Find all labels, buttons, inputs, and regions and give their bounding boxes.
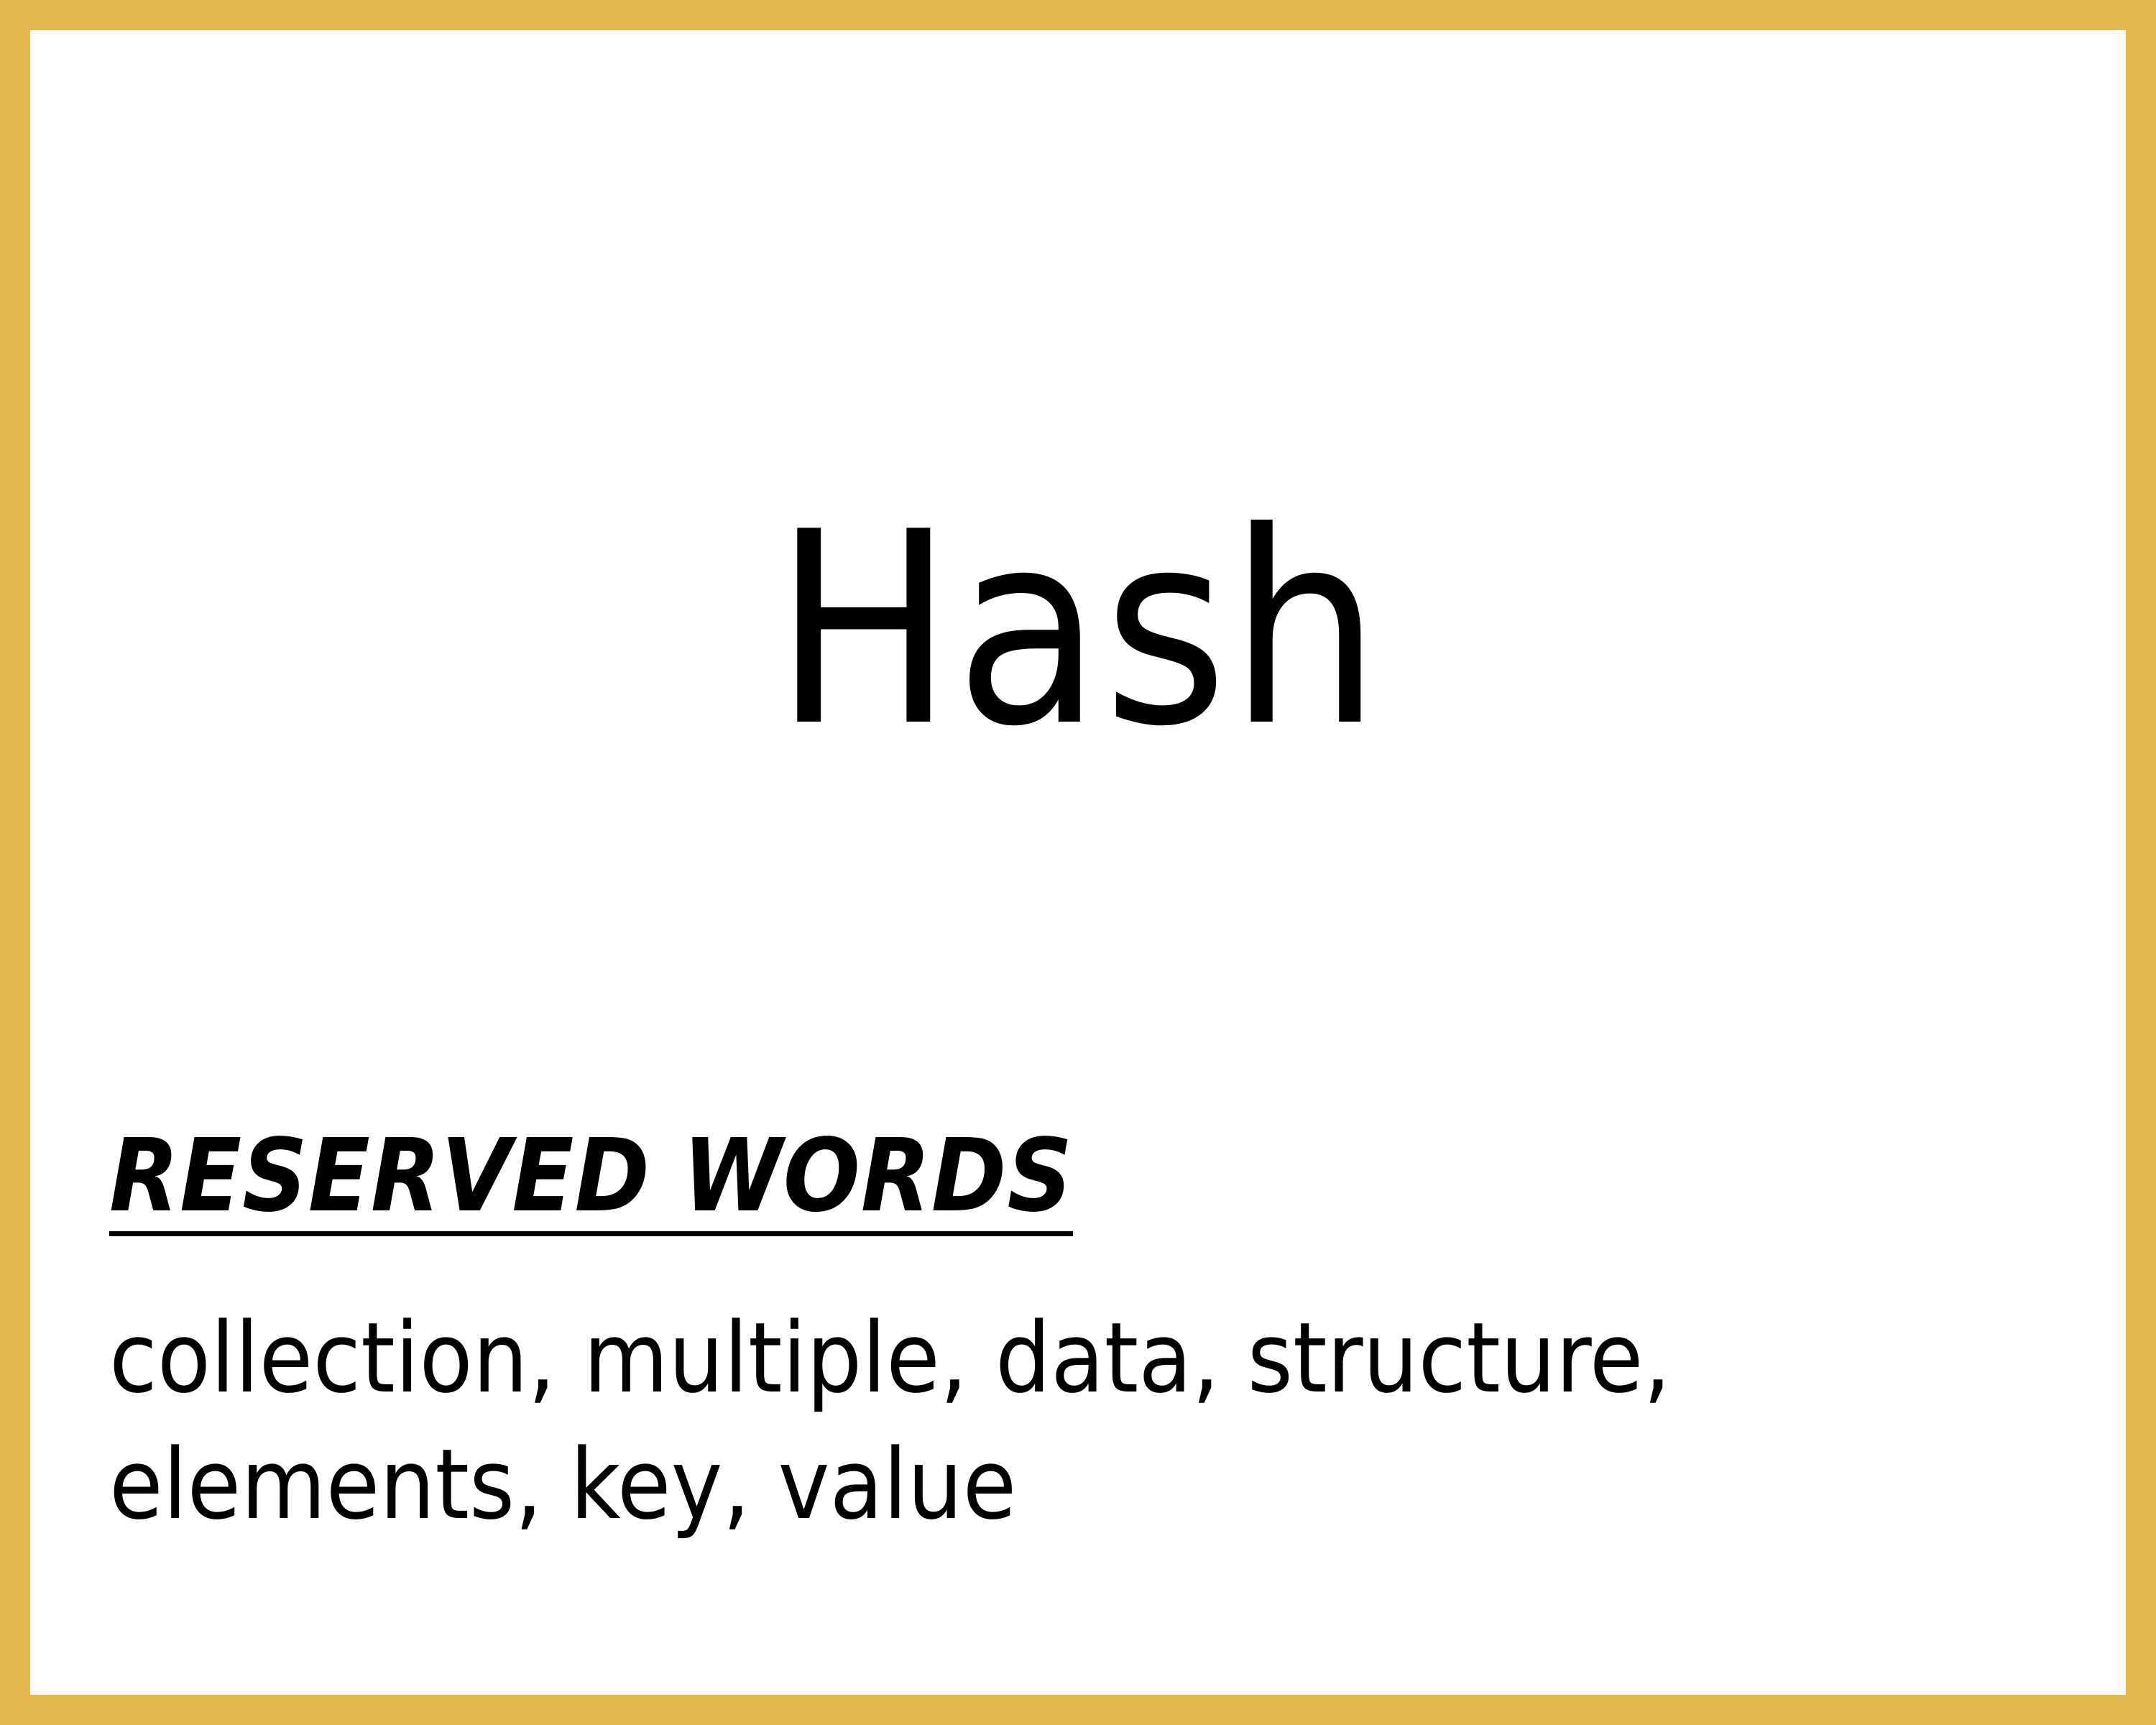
- reserved-words-list: collection, multiple, data, structure, e…: [109, 1302, 1672, 1541]
- card-term: Hash: [773, 476, 1383, 785]
- reserved-words-heading: RESERVED WORDS: [109, 1118, 1074, 1236]
